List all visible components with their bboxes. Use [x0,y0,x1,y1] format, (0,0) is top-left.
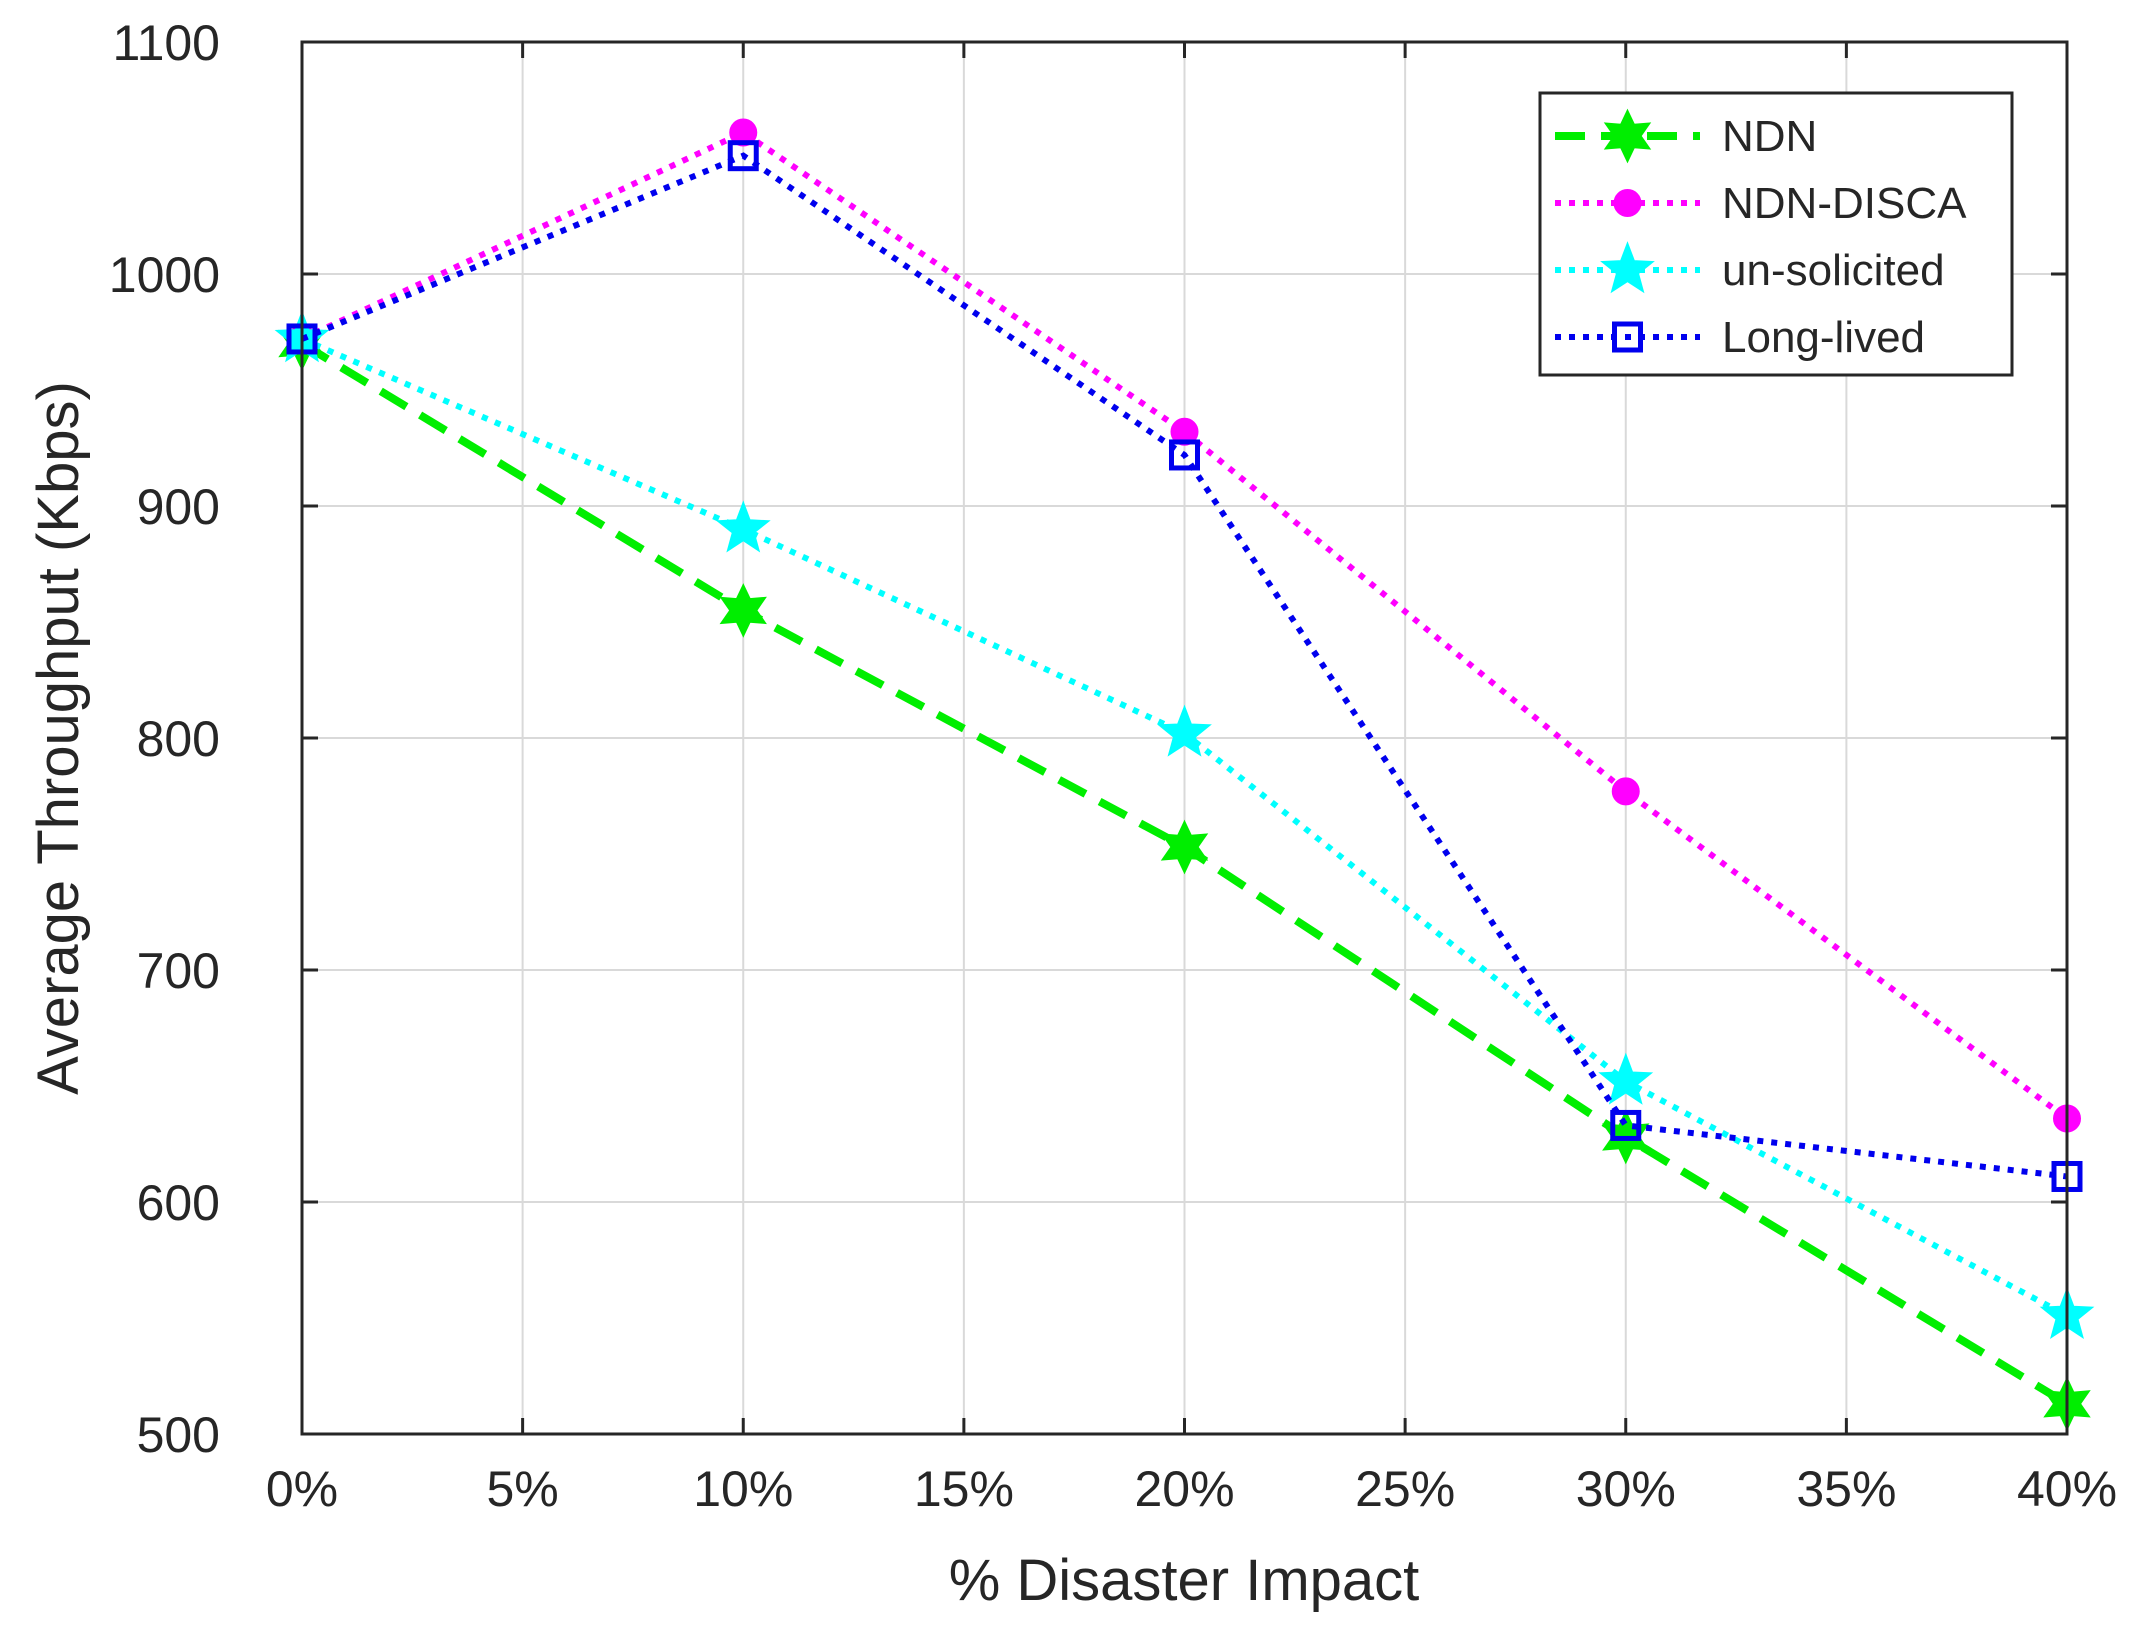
x-tick-label: 25% [1355,1461,1455,1517]
x-tick-label: 30% [1576,1461,1676,1517]
y-tick-label: 800 [137,711,220,767]
x-tick-label: 20% [1134,1461,1234,1517]
data-point [729,118,758,147]
x-tick-label: 5% [486,1461,558,1517]
x-tick-label: 40% [2017,1461,2117,1517]
legend-marker [1612,321,1643,353]
series-line [300,129,2069,1121]
data-series [274,118,2095,1432]
legend-marker [1603,108,1652,164]
legend-entry: NDN [1555,108,1817,164]
legend-label: NDN [1722,112,1817,161]
x-axis-ticks: 0% 5% 10% 15% 20% 25% 30% 35% 40% [266,42,2117,1517]
legend-label: un-solicited [1722,246,1945,295]
data-point [1157,704,1212,757]
data-point [727,140,759,172]
data-point [1611,777,1640,806]
legend-marker [1600,241,1655,294]
y-tick-label: 1000 [109,247,220,303]
data-point [1169,439,1200,471]
y-tick-label: 600 [137,1175,220,1231]
plot-frame [300,40,2069,1436]
x-tick-label: 15% [914,1461,1014,1517]
legend-entry: un-solicited [1555,241,1945,295]
y-axis-label: Average Throughput (Kbps) [26,381,91,1095]
y-tick-label: 700 [137,943,220,999]
x-tick-label: 10% [693,1461,793,1517]
series-long-lived [286,140,2083,1192]
data-point [1160,819,1209,875]
series-ndn-disca [288,118,2081,1133]
legend-marker [1613,189,1642,217]
y-tick-label: 500 [137,1407,220,1463]
data-point [719,583,767,638]
x-tick-label: 0% [266,1461,338,1517]
legend-label: NDN-DISCA [1722,179,1967,228]
grid-lines [302,42,2067,1434]
y-tick-label: 1100 [112,15,220,71]
data-point [715,500,771,553]
data-point [1170,417,1199,446]
legend: NDN NDN-DISCA un-solicited Long-lived [1538,91,2014,377]
data-point [1598,1052,1654,1105]
legend-entry: NDN-DISCA [1555,179,1967,228]
legend-label: Long-lived [1722,313,1925,362]
y-axis-ticks: 500 600 700 800 900 1000 1100 [109,15,2067,1463]
x-axis-label: % Disaster Impact [949,1548,1420,1613]
data-point [1610,1109,1642,1141]
x-tick-label: 35% [1796,1461,1896,1517]
series-line [300,152,2068,1180]
y-tick-label: 900 [137,479,220,535]
legend-entry: Long-lived [1555,313,1925,362]
